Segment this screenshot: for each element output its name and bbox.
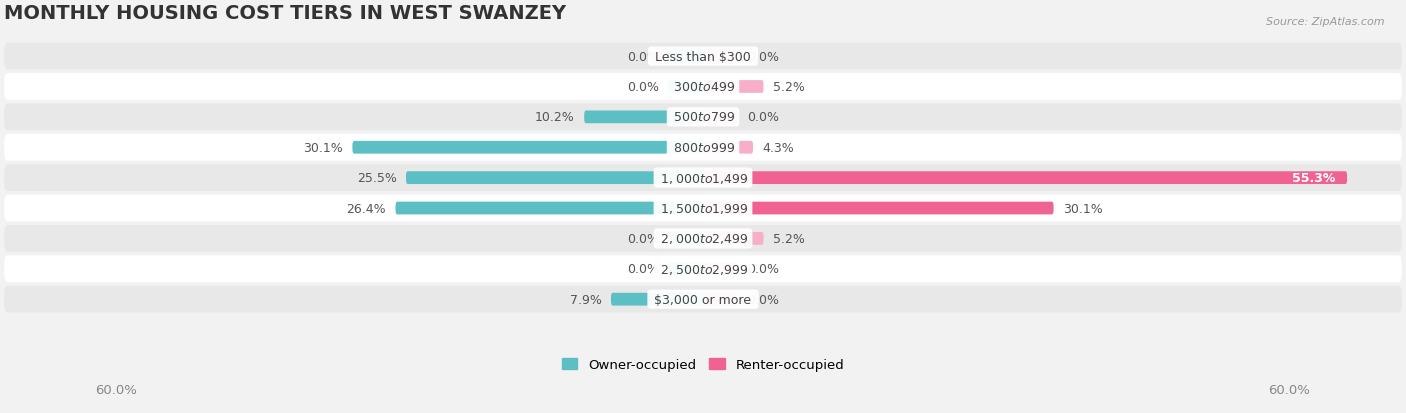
FancyBboxPatch shape xyxy=(585,111,703,124)
Text: 60.0%: 60.0% xyxy=(1268,384,1310,396)
Text: 0.0%: 0.0% xyxy=(627,233,659,245)
FancyBboxPatch shape xyxy=(4,74,1402,101)
Text: 0.0%: 0.0% xyxy=(627,50,659,64)
Text: 0.0%: 0.0% xyxy=(747,50,779,64)
FancyBboxPatch shape xyxy=(703,142,754,154)
FancyBboxPatch shape xyxy=(395,202,703,215)
Text: 4.3%: 4.3% xyxy=(762,141,794,154)
Text: $1,500 to $1,999: $1,500 to $1,999 xyxy=(657,202,749,216)
Text: MONTHLY HOUSING COST TIERS IN WEST SWANZEY: MONTHLY HOUSING COST TIERS IN WEST SWANZ… xyxy=(4,4,567,23)
FancyBboxPatch shape xyxy=(4,286,1402,313)
Text: 60.0%: 60.0% xyxy=(96,384,138,396)
FancyBboxPatch shape xyxy=(703,233,763,245)
FancyBboxPatch shape xyxy=(703,111,738,124)
Text: $1,000 to $1,499: $1,000 to $1,499 xyxy=(657,171,749,185)
FancyBboxPatch shape xyxy=(406,172,703,185)
FancyBboxPatch shape xyxy=(703,293,738,306)
FancyBboxPatch shape xyxy=(4,225,1402,252)
FancyBboxPatch shape xyxy=(703,81,763,94)
Text: $2,500 to $2,999: $2,500 to $2,999 xyxy=(657,262,749,276)
Legend: Owner-occupied, Renter-occupied: Owner-occupied, Renter-occupied xyxy=(557,353,849,377)
Text: 26.4%: 26.4% xyxy=(346,202,387,215)
Text: 7.9%: 7.9% xyxy=(569,293,602,306)
Text: Source: ZipAtlas.com: Source: ZipAtlas.com xyxy=(1267,17,1385,26)
Text: Less than $300: Less than $300 xyxy=(651,50,755,64)
FancyBboxPatch shape xyxy=(668,263,703,275)
Text: 55.3%: 55.3% xyxy=(1292,172,1336,185)
FancyBboxPatch shape xyxy=(703,51,738,63)
FancyBboxPatch shape xyxy=(4,104,1402,131)
FancyBboxPatch shape xyxy=(612,293,703,306)
FancyBboxPatch shape xyxy=(668,81,703,94)
Text: 25.5%: 25.5% xyxy=(357,172,396,185)
Text: $500 to $799: $500 to $799 xyxy=(669,111,737,124)
Text: 30.1%: 30.1% xyxy=(1063,202,1102,215)
Text: 0.0%: 0.0% xyxy=(747,293,779,306)
Text: 30.1%: 30.1% xyxy=(304,141,343,154)
Text: $300 to $499: $300 to $499 xyxy=(669,81,737,94)
FancyBboxPatch shape xyxy=(668,233,703,245)
Text: $800 to $999: $800 to $999 xyxy=(669,141,737,154)
FancyBboxPatch shape xyxy=(4,135,1402,161)
Text: $3,000 or more: $3,000 or more xyxy=(651,293,755,306)
Text: 0.0%: 0.0% xyxy=(627,81,659,94)
Text: 10.2%: 10.2% xyxy=(536,111,575,124)
FancyBboxPatch shape xyxy=(4,44,1402,70)
FancyBboxPatch shape xyxy=(4,195,1402,222)
FancyBboxPatch shape xyxy=(4,256,1402,282)
FancyBboxPatch shape xyxy=(4,165,1402,192)
FancyBboxPatch shape xyxy=(353,142,703,154)
FancyBboxPatch shape xyxy=(668,51,703,63)
FancyBboxPatch shape xyxy=(703,172,1347,185)
Text: 0.0%: 0.0% xyxy=(747,263,779,275)
Text: $2,000 to $2,499: $2,000 to $2,499 xyxy=(657,232,749,246)
Text: 0.0%: 0.0% xyxy=(627,263,659,275)
Text: 5.2%: 5.2% xyxy=(773,233,804,245)
FancyBboxPatch shape xyxy=(703,263,738,275)
FancyBboxPatch shape xyxy=(703,202,1053,215)
Text: 0.0%: 0.0% xyxy=(747,111,779,124)
Text: 5.2%: 5.2% xyxy=(773,81,804,94)
